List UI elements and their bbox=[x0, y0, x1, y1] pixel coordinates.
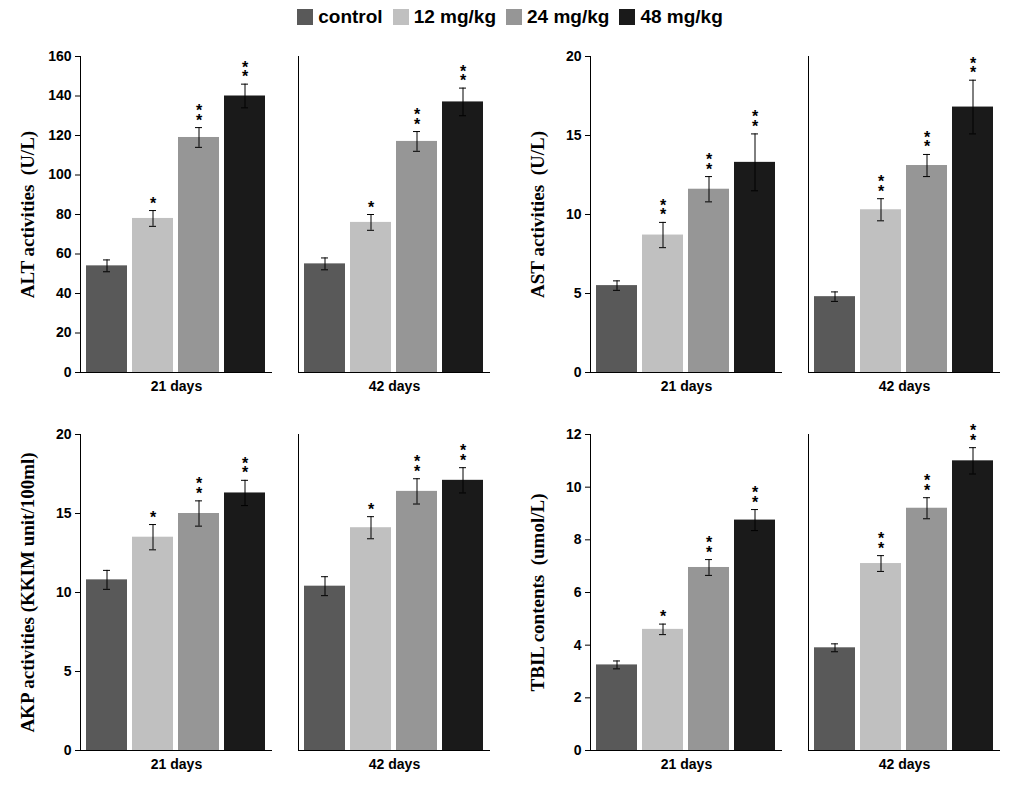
svg-text:10: 10 bbox=[566, 206, 582, 222]
svg-text:0: 0 bbox=[574, 364, 582, 380]
svg-text:42 days: 42 days bbox=[879, 756, 931, 772]
svg-text:80: 80 bbox=[56, 206, 72, 222]
svg-text:**: ** bbox=[414, 106, 421, 133]
svg-text:**: ** bbox=[924, 472, 931, 499]
svg-text:42 days: 42 days bbox=[879, 378, 931, 394]
svg-text:100: 100 bbox=[48, 166, 72, 182]
svg-text:**: ** bbox=[242, 59, 249, 86]
svg-text:**: ** bbox=[196, 475, 203, 502]
svg-text:0: 0 bbox=[64, 742, 72, 758]
svg-text:**: ** bbox=[660, 197, 667, 224]
svg-text:140: 140 bbox=[48, 87, 72, 103]
svg-text:5: 5 bbox=[574, 285, 582, 301]
svg-text:0: 0 bbox=[574, 742, 582, 758]
svg-text:20: 20 bbox=[56, 324, 72, 340]
svg-text:4: 4 bbox=[574, 637, 582, 653]
svg-text:**: ** bbox=[924, 129, 931, 156]
svg-text:160: 160 bbox=[48, 48, 72, 64]
svg-text:**: ** bbox=[196, 102, 203, 129]
svg-text:20: 20 bbox=[56, 426, 72, 442]
svg-text:15: 15 bbox=[566, 127, 582, 143]
svg-text:**: ** bbox=[706, 534, 713, 561]
svg-text:**: ** bbox=[970, 55, 977, 82]
svg-text:6: 6 bbox=[574, 584, 582, 600]
svg-text:12: 12 bbox=[566, 426, 582, 442]
svg-text:*: * bbox=[150, 509, 157, 526]
svg-text:**: ** bbox=[460, 63, 467, 90]
svg-text:120: 120 bbox=[48, 127, 72, 143]
svg-text:60: 60 bbox=[56, 245, 72, 261]
svg-text:20: 20 bbox=[566, 48, 582, 64]
svg-text:42 days: 42 days bbox=[369, 378, 421, 394]
svg-text:ALT activities (U/L): ALT activities (U/L) bbox=[17, 131, 39, 298]
svg-text:*: * bbox=[368, 501, 375, 518]
svg-text:TBIL contents (umol/L): TBIL contents (umol/L) bbox=[527, 494, 549, 692]
svg-text:**: ** bbox=[460, 442, 467, 469]
svg-text:*: * bbox=[368, 199, 375, 216]
svg-text:AST activities (U/L): AST activities (U/L) bbox=[527, 131, 549, 298]
svg-text:**: ** bbox=[242, 455, 249, 482]
svg-text:**: ** bbox=[752, 108, 759, 135]
svg-text:**: ** bbox=[414, 453, 421, 480]
svg-text:10: 10 bbox=[56, 584, 72, 600]
svg-text:15: 15 bbox=[56, 505, 72, 521]
svg-text:AKP activities (KKIM unit/100m: AKP activities (KKIM unit/100ml) bbox=[17, 452, 39, 732]
html-text:24 mg/kg: 24 mg/kg bbox=[527, 6, 610, 27]
svg-text:**: ** bbox=[878, 530, 885, 557]
svg-text:40: 40 bbox=[56, 285, 72, 301]
svg-text:21 days: 21 days bbox=[661, 756, 713, 772]
html-text:12 mg/kg: 12 mg/kg bbox=[413, 6, 496, 27]
svg-text:10: 10 bbox=[566, 479, 582, 495]
svg-text:42 days: 42 days bbox=[369, 756, 421, 772]
svg-text:**: ** bbox=[752, 484, 759, 511]
svg-text:21 days: 21 days bbox=[151, 378, 203, 394]
svg-text:**: ** bbox=[878, 173, 885, 200]
svg-text:*: * bbox=[660, 608, 667, 625]
svg-text:0: 0 bbox=[64, 364, 72, 380]
svg-text:**: ** bbox=[970, 422, 977, 449]
html-text:control: control bbox=[318, 6, 383, 27]
svg-text:*: * bbox=[150, 195, 157, 212]
svg-text:**: ** bbox=[706, 151, 713, 178]
html-text:48 mg/kg: 48 mg/kg bbox=[640, 6, 723, 27]
svg-text:8: 8 bbox=[574, 531, 582, 547]
svg-text:21 days: 21 days bbox=[151, 756, 203, 772]
svg-text:21 days: 21 days bbox=[661, 378, 713, 394]
svg-text:5: 5 bbox=[64, 663, 72, 679]
svg-text:2: 2 bbox=[574, 689, 582, 705]
